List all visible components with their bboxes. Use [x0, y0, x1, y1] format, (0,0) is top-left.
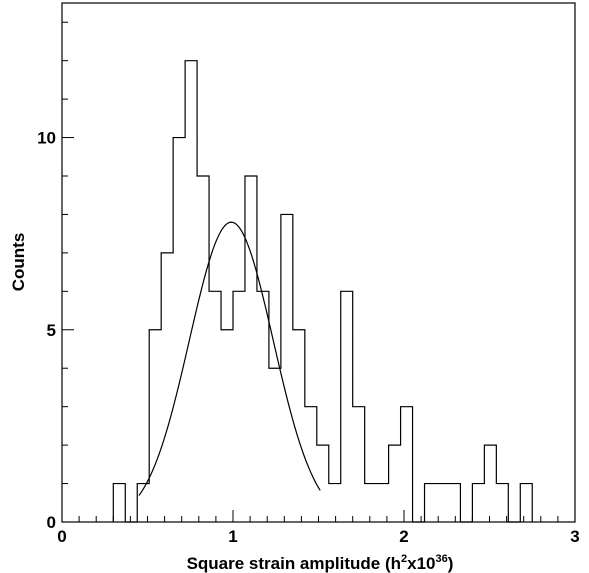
gaussian-fit-curve: [138, 221, 321, 496]
x-tick-label: 3: [570, 527, 579, 546]
x-tick-label: 1: [228, 527, 237, 546]
histogram-bin: [472, 484, 484, 522]
y-tick-label: 0: [47, 513, 56, 532]
histogram-bin: [281, 214, 293, 522]
histogram-bin: [401, 407, 413, 522]
histogram-bin: [233, 291, 245, 522]
histogram-bin: [365, 484, 377, 522]
y-axis-title: Counts: [9, 233, 28, 292]
histogram-bin: [520, 484, 532, 522]
histogram-bin: [221, 330, 233, 522]
axis-ticks: [61, 21, 576, 523]
histogram-bin: [185, 61, 197, 522]
histogram-bin: [257, 291, 269, 522]
y-tick-label: 5: [47, 321, 56, 340]
histogram-outline: [112, 60, 533, 523]
histogram-bin: [113, 484, 125, 522]
histogram-bin: [341, 291, 353, 522]
histogram-bars: [112, 60, 533, 523]
histogram-bin: [329, 484, 341, 522]
histogram-bin: [149, 330, 161, 522]
histogram-bin: [317, 445, 329, 522]
histogram-bin: [389, 445, 401, 522]
histogram-bin: [269, 368, 281, 522]
y-tick-label: 10: [37, 129, 56, 148]
histogram-bin: [305, 407, 317, 522]
tick-labels: 0 1 2 3 0 5 10: [37, 129, 580, 546]
histogram-bin: [209, 291, 221, 522]
histogram-bin: [161, 253, 173, 522]
histogram-bin: [173, 138, 185, 522]
histogram-bin: [484, 445, 496, 522]
histogram-bin: [448, 484, 460, 522]
histogram-bin: [353, 407, 365, 522]
histogram-bin: [245, 176, 257, 522]
histogram-bin: [197, 176, 209, 522]
plot-frame: [61, 2, 576, 523]
x-tick-label: 0: [57, 527, 66, 546]
x-tick-label: 2: [399, 527, 408, 546]
histogram-bin: [425, 484, 437, 522]
x-axis-title: Square strain amplitude (h2x1036): [187, 553, 454, 573]
